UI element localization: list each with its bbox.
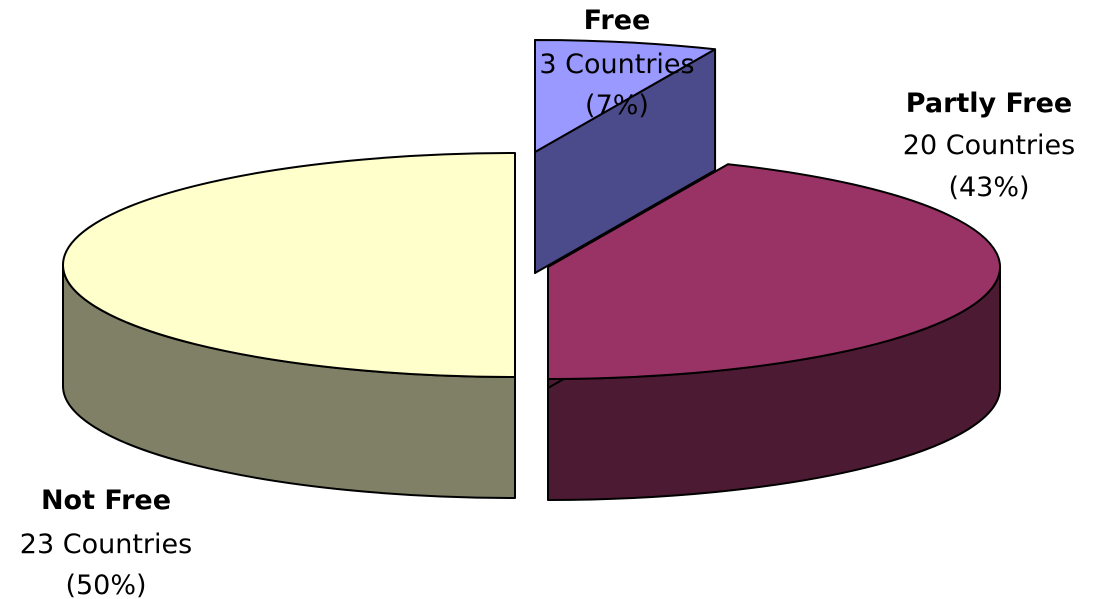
label-partly-free-count: 20 Countries [903,130,1075,161]
label-not-free-count: 23 Countries [20,529,192,560]
slice-free [534,39,717,274]
label-free-count: 3 Countries [539,49,694,80]
label-not-free: Not Free 23 Countries (50%) [20,485,192,599]
slice-partly-free-top [547,163,1001,380]
label-partly-free-percent: (43%) [948,172,1029,203]
slice-not-free [62,152,516,499]
slice-partly-free [547,163,1001,501]
label-free-percent: (7%) [585,90,649,121]
label-free: Free 3 Countries (7%) [539,5,694,121]
slice-free-top [534,39,717,153]
label-not-free-name: Not Free [41,485,171,516]
slice-not-free-top [62,152,516,378]
label-free-name: Free [584,5,651,36]
label-partly-free-name: Partly Free [906,88,1072,119]
label-not-free-percent: (50%) [65,570,146,599]
pie-slices [62,39,1001,501]
label-partly-free: Partly Free 20 Countries (43%) [903,88,1075,203]
